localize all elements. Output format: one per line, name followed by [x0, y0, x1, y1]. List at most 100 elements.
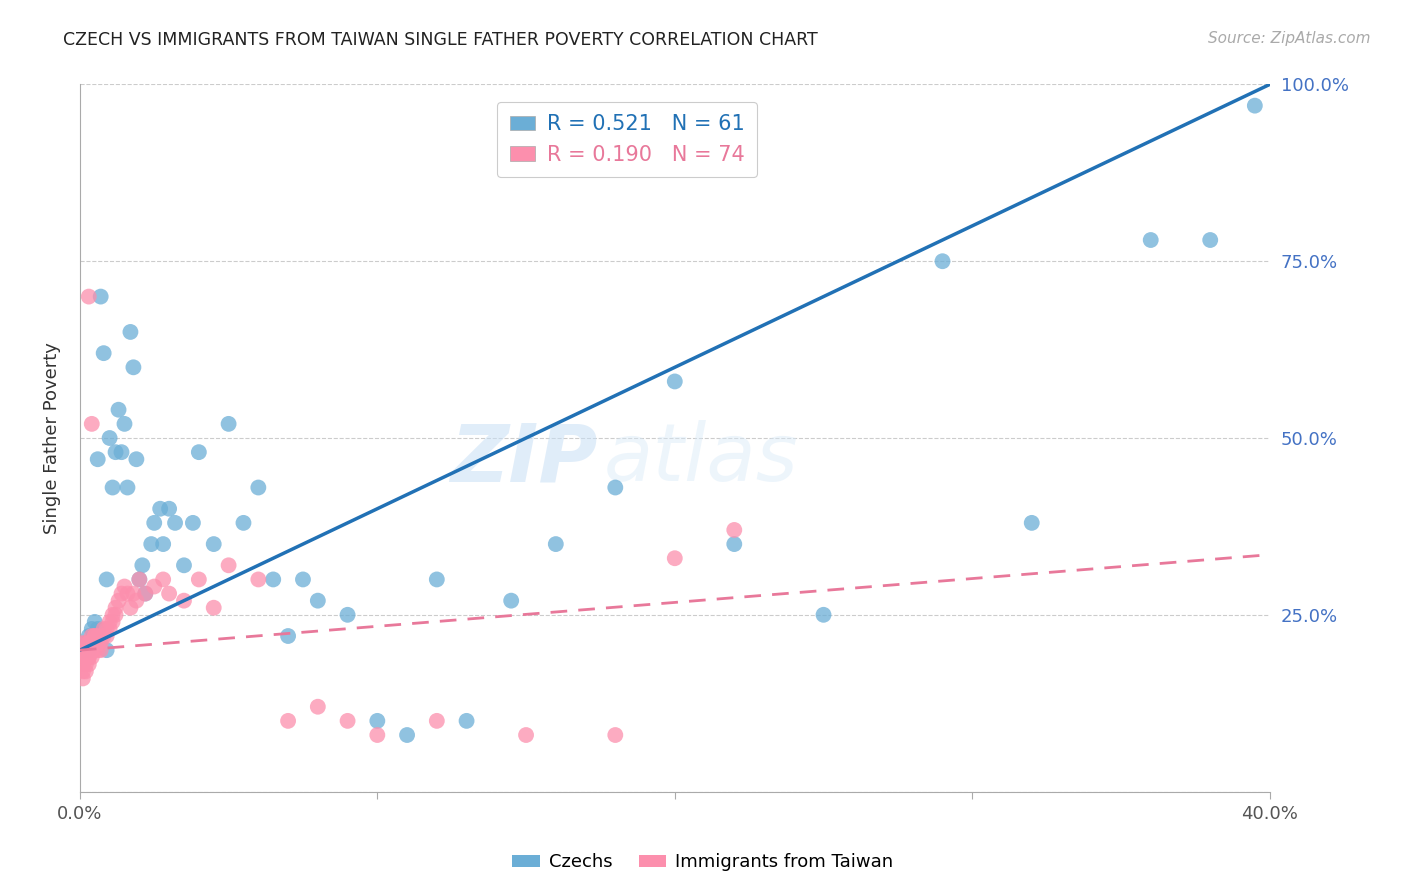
Point — [90, 629, 112, 643]
Point — [83, 615, 105, 629]
Point — [120, 600, 142, 615]
Point — [426, 714, 449, 728]
Point — [96, 643, 118, 657]
Point — [75, 665, 97, 679]
Point — [77, 629, 100, 643]
Y-axis label: Single Father Poverty: Single Father Poverty — [44, 342, 60, 534]
Point — [149, 501, 172, 516]
Point — [77, 643, 100, 657]
Point — [218, 417, 240, 431]
Point — [1021, 516, 1043, 530]
Point — [98, 431, 121, 445]
Point — [98, 615, 121, 629]
Point — [218, 558, 240, 573]
Point — [143, 516, 166, 530]
Point — [96, 629, 118, 643]
Point — [72, 643, 94, 657]
Point — [152, 537, 174, 551]
Point — [75, 643, 97, 657]
Point — [202, 600, 225, 615]
Point — [96, 573, 118, 587]
Text: Source: ZipAtlas.com: Source: ZipAtlas.com — [1208, 31, 1371, 46]
Point — [366, 714, 388, 728]
Point — [83, 636, 105, 650]
Point — [101, 607, 124, 622]
Point — [107, 593, 129, 607]
Point — [664, 375, 686, 389]
Point — [87, 643, 110, 657]
Point — [515, 728, 537, 742]
Point — [501, 593, 523, 607]
Point — [128, 573, 150, 587]
Point — [173, 593, 195, 607]
Point — [117, 481, 139, 495]
Point — [157, 501, 180, 516]
Point — [143, 580, 166, 594]
Point — [931, 254, 953, 268]
Point — [125, 452, 148, 467]
Point — [83, 643, 105, 657]
Point — [87, 636, 110, 650]
Point — [291, 573, 314, 587]
Point — [187, 573, 209, 587]
Point — [1199, 233, 1222, 247]
Point — [87, 452, 110, 467]
Point — [83, 629, 105, 643]
Point — [114, 580, 136, 594]
Point — [90, 289, 112, 303]
Point — [80, 636, 103, 650]
Point — [605, 728, 627, 742]
Point — [77, 636, 100, 650]
Point — [72, 657, 94, 672]
Text: CZECH VS IMMIGRANTS FROM TAIWAN SINGLE FATHER POVERTY CORRELATION CHART: CZECH VS IMMIGRANTS FROM TAIWAN SINGLE F… — [63, 31, 818, 49]
Point — [396, 728, 419, 742]
Point — [125, 593, 148, 607]
Point — [75, 657, 97, 672]
Point — [110, 586, 132, 600]
Point — [77, 643, 100, 657]
Point — [664, 551, 686, 566]
Point — [96, 622, 118, 636]
Point — [80, 622, 103, 636]
Point — [98, 622, 121, 636]
Point — [277, 629, 299, 643]
Point — [75, 643, 97, 657]
Point — [72, 643, 94, 657]
Point — [93, 629, 115, 643]
Point — [1139, 233, 1161, 247]
Point — [72, 650, 94, 665]
Point — [117, 586, 139, 600]
Point — [307, 593, 329, 607]
Point — [87, 636, 110, 650]
Text: atlas: atlas — [603, 420, 799, 499]
Point — [93, 346, 115, 360]
Point — [87, 622, 110, 636]
Point — [277, 714, 299, 728]
Point — [723, 523, 745, 537]
Point — [336, 607, 359, 622]
Point — [247, 481, 270, 495]
Point — [87, 629, 110, 643]
Point — [104, 445, 127, 459]
Point — [1243, 98, 1265, 112]
Point — [605, 481, 627, 495]
Legend: Czechs, Immigrants from Taiwan: Czechs, Immigrants from Taiwan — [505, 847, 901, 879]
Point — [75, 643, 97, 657]
Point — [77, 289, 100, 303]
Point — [152, 573, 174, 587]
Point — [75, 650, 97, 665]
Point — [157, 586, 180, 600]
Point — [101, 481, 124, 495]
Point — [110, 445, 132, 459]
Point — [544, 537, 567, 551]
Legend: R = 0.521   N = 61, R = 0.190   N = 74: R = 0.521 N = 61, R = 0.190 N = 74 — [498, 102, 758, 178]
Point — [77, 657, 100, 672]
Point — [262, 573, 284, 587]
Point — [232, 516, 254, 530]
Point — [173, 558, 195, 573]
Point — [181, 516, 204, 530]
Point — [165, 516, 187, 530]
Point — [723, 537, 745, 551]
Point — [75, 636, 97, 650]
Point — [134, 586, 156, 600]
